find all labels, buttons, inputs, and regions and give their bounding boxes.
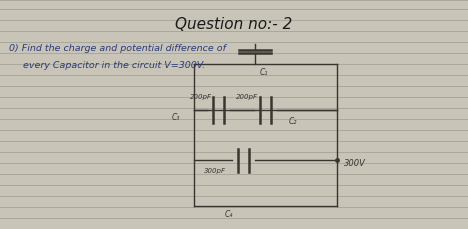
Text: C₃: C₃ <box>172 113 180 123</box>
Text: C₂: C₂ <box>289 117 297 126</box>
Text: 0) Find the charge and potential difference of: 0) Find the charge and potential differe… <box>9 44 227 53</box>
Text: Question no:- 2: Question no:- 2 <box>176 16 292 32</box>
Text: 200pF: 200pF <box>190 94 212 100</box>
Text: every Capacitor in the circuit V=300V.: every Capacitor in the circuit V=300V. <box>23 61 205 70</box>
Text: 200pF: 200pF <box>236 94 258 100</box>
Text: 300pF: 300pF <box>204 168 226 174</box>
Text: C₁: C₁ <box>260 68 268 77</box>
Text: 300V: 300V <box>344 159 366 168</box>
Text: C₄: C₄ <box>225 210 234 219</box>
